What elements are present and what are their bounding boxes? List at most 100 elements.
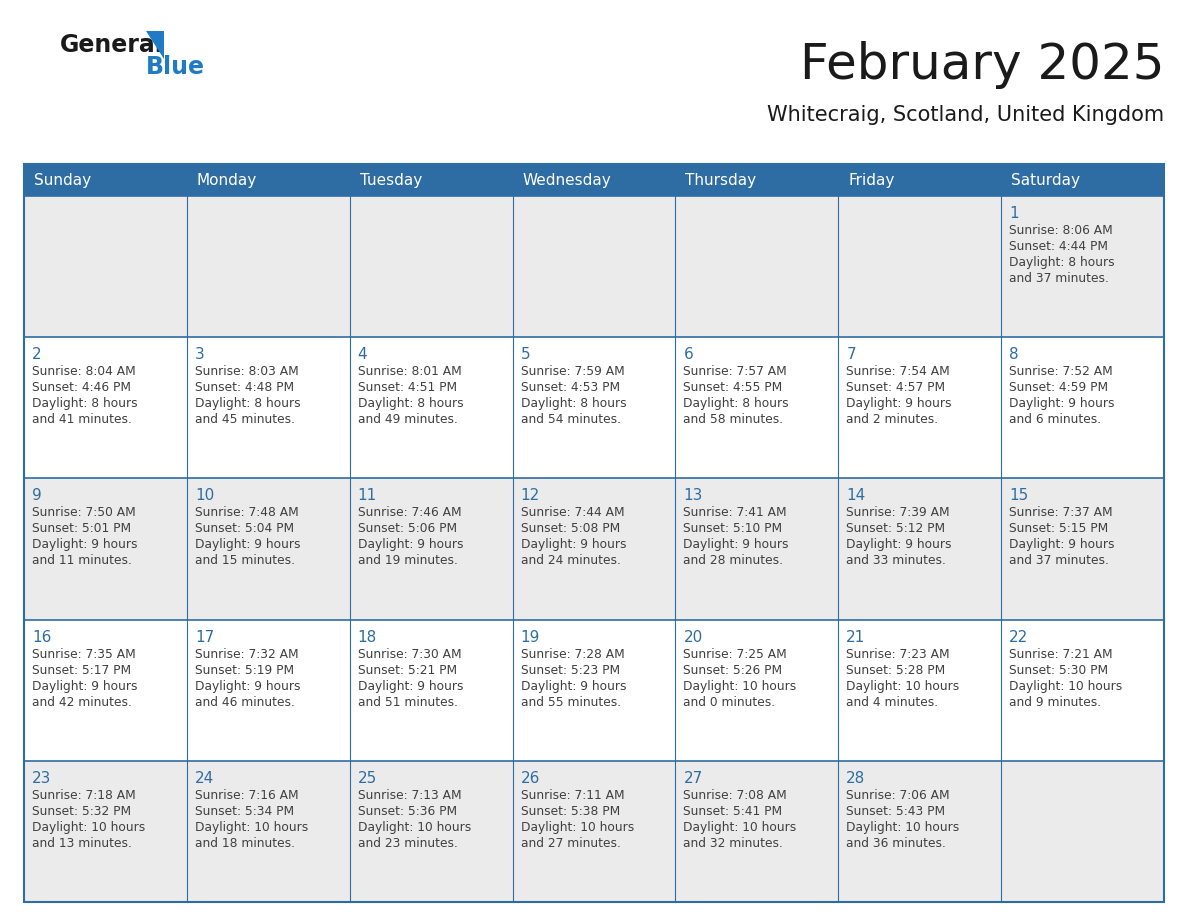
Bar (676, 337, 839, 478)
Text: Whitecraig, Scotland, United Kingdom: Whitecraig, Scotland, United Kingdom (767, 105, 1164, 125)
Text: 15: 15 (1009, 488, 1029, 503)
Bar (839, 196, 1001, 337)
Text: Blue: Blue (146, 55, 206, 79)
Text: 11: 11 (358, 488, 377, 503)
Bar (1001, 337, 1164, 478)
Text: 14: 14 (846, 488, 866, 503)
Text: Sunset: 5:04 PM: Sunset: 5:04 PM (195, 522, 293, 535)
Text: Sunset: 5:06 PM: Sunset: 5:06 PM (358, 522, 457, 535)
Text: 10: 10 (195, 488, 214, 503)
Text: and 55 minutes.: and 55 minutes. (520, 696, 620, 709)
Text: Sunset: 5:01 PM: Sunset: 5:01 PM (32, 522, 131, 535)
Text: and 42 minutes.: and 42 minutes. (32, 696, 132, 709)
Bar (349, 337, 512, 478)
Polygon shape (146, 31, 164, 59)
Text: Daylight: 8 hours: Daylight: 8 hours (32, 397, 138, 410)
Text: 17: 17 (195, 630, 214, 644)
Text: Sunset: 5:28 PM: Sunset: 5:28 PM (846, 664, 946, 677)
Text: Sunset: 5:23 PM: Sunset: 5:23 PM (520, 664, 620, 677)
Text: 27: 27 (683, 771, 702, 786)
Text: Saturday: Saturday (1011, 173, 1080, 187)
Text: 6: 6 (683, 347, 693, 363)
Text: Sunset: 4:48 PM: Sunset: 4:48 PM (195, 381, 293, 394)
Text: Sunrise: 7:48 AM: Sunrise: 7:48 AM (195, 507, 298, 520)
Text: Daylight: 9 hours: Daylight: 9 hours (195, 538, 301, 552)
Text: Sunrise: 7:44 AM: Sunrise: 7:44 AM (520, 507, 624, 520)
Text: 1: 1 (1009, 206, 1019, 221)
Text: and 37 minutes.: and 37 minutes. (1009, 272, 1110, 285)
Text: Sunrise: 8:06 AM: Sunrise: 8:06 AM (1009, 224, 1113, 237)
Text: 19: 19 (520, 630, 541, 644)
Text: and 32 minutes.: and 32 minutes. (683, 837, 783, 850)
Bar (1001, 196, 1164, 337)
Text: and 27 minutes.: and 27 minutes. (520, 837, 620, 850)
Text: Daylight: 9 hours: Daylight: 9 hours (683, 538, 789, 552)
Text: and 54 minutes.: and 54 minutes. (520, 413, 620, 426)
Text: Sunrise: 8:01 AM: Sunrise: 8:01 AM (358, 365, 461, 378)
Text: Sunrise: 7:18 AM: Sunrise: 7:18 AM (32, 789, 135, 801)
Text: Daylight: 10 hours: Daylight: 10 hours (358, 821, 470, 834)
Text: Monday: Monday (197, 173, 257, 187)
Text: 5: 5 (520, 347, 530, 363)
Text: and 6 minutes.: and 6 minutes. (1009, 413, 1101, 426)
Bar (839, 337, 1001, 478)
Text: Sunrise: 7:32 AM: Sunrise: 7:32 AM (195, 647, 298, 661)
Text: Sunrise: 7:52 AM: Sunrise: 7:52 AM (1009, 365, 1113, 378)
Text: Daylight: 10 hours: Daylight: 10 hours (683, 821, 797, 834)
Text: Daylight: 10 hours: Daylight: 10 hours (32, 821, 145, 834)
Text: Sunrise: 7:37 AM: Sunrise: 7:37 AM (1009, 507, 1113, 520)
Text: Sunrise: 7:25 AM: Sunrise: 7:25 AM (683, 647, 788, 661)
Text: Sunrise: 7:50 AM: Sunrise: 7:50 AM (32, 507, 135, 520)
Text: and 18 minutes.: and 18 minutes. (195, 837, 295, 850)
Text: 13: 13 (683, 488, 703, 503)
Text: Sunset: 5:21 PM: Sunset: 5:21 PM (358, 664, 457, 677)
Text: and 49 minutes.: and 49 minutes. (358, 413, 457, 426)
Text: Sunset: 5:34 PM: Sunset: 5:34 PM (195, 805, 293, 818)
Bar (349, 620, 512, 761)
Text: Sunrise: 7:39 AM: Sunrise: 7:39 AM (846, 507, 950, 520)
Bar (512, 761, 676, 902)
Text: Daylight: 8 hours: Daylight: 8 hours (520, 397, 626, 410)
Bar (24, 164, 187, 196)
Text: Sunrise: 7:35 AM: Sunrise: 7:35 AM (32, 647, 135, 661)
Text: Sunset: 4:53 PM: Sunset: 4:53 PM (520, 381, 620, 394)
Bar (839, 761, 1001, 902)
Text: 12: 12 (520, 488, 539, 503)
Text: Sunset: 5:17 PM: Sunset: 5:17 PM (32, 664, 131, 677)
Bar (24, 164, 1164, 902)
Bar (676, 761, 839, 902)
Bar (676, 620, 839, 761)
Text: Sunset: 5:43 PM: Sunset: 5:43 PM (846, 805, 946, 818)
Text: Sunrise: 7:30 AM: Sunrise: 7:30 AM (358, 647, 461, 661)
Text: and 33 minutes.: and 33 minutes. (846, 554, 946, 567)
Text: Daylight: 9 hours: Daylight: 9 hours (1009, 538, 1114, 552)
Text: Daylight: 9 hours: Daylight: 9 hours (520, 679, 626, 692)
Text: Sunset: 4:46 PM: Sunset: 4:46 PM (32, 381, 131, 394)
Text: and 45 minutes.: and 45 minutes. (195, 413, 295, 426)
Text: 8: 8 (1009, 347, 1019, 363)
Bar (1001, 478, 1164, 620)
Text: Sunrise: 7:21 AM: Sunrise: 7:21 AM (1009, 647, 1113, 661)
Text: 26: 26 (520, 771, 541, 786)
Text: Sunrise: 7:46 AM: Sunrise: 7:46 AM (358, 507, 461, 520)
Text: Daylight: 9 hours: Daylight: 9 hours (358, 538, 463, 552)
Text: Sunrise: 8:04 AM: Sunrise: 8:04 AM (32, 365, 135, 378)
Text: Sunset: 5:32 PM: Sunset: 5:32 PM (32, 805, 131, 818)
Bar (349, 761, 512, 902)
Text: 24: 24 (195, 771, 214, 786)
Text: 7: 7 (846, 347, 855, 363)
Bar (24, 620, 187, 761)
Bar (24, 478, 187, 620)
Text: 9: 9 (32, 488, 42, 503)
Text: and 15 minutes.: and 15 minutes. (195, 554, 295, 567)
Bar (839, 164, 1001, 196)
Bar (24, 337, 187, 478)
Text: and 2 minutes.: and 2 minutes. (846, 413, 939, 426)
Text: and 23 minutes.: and 23 minutes. (358, 837, 457, 850)
Text: Sunset: 4:44 PM: Sunset: 4:44 PM (1009, 240, 1108, 253)
Text: Sunrise: 7:23 AM: Sunrise: 7:23 AM (846, 647, 950, 661)
Text: Sunrise: 7:59 AM: Sunrise: 7:59 AM (520, 365, 625, 378)
Bar (187, 337, 349, 478)
Text: Sunset: 4:55 PM: Sunset: 4:55 PM (683, 381, 783, 394)
Text: Sunset: 5:15 PM: Sunset: 5:15 PM (1009, 522, 1108, 535)
